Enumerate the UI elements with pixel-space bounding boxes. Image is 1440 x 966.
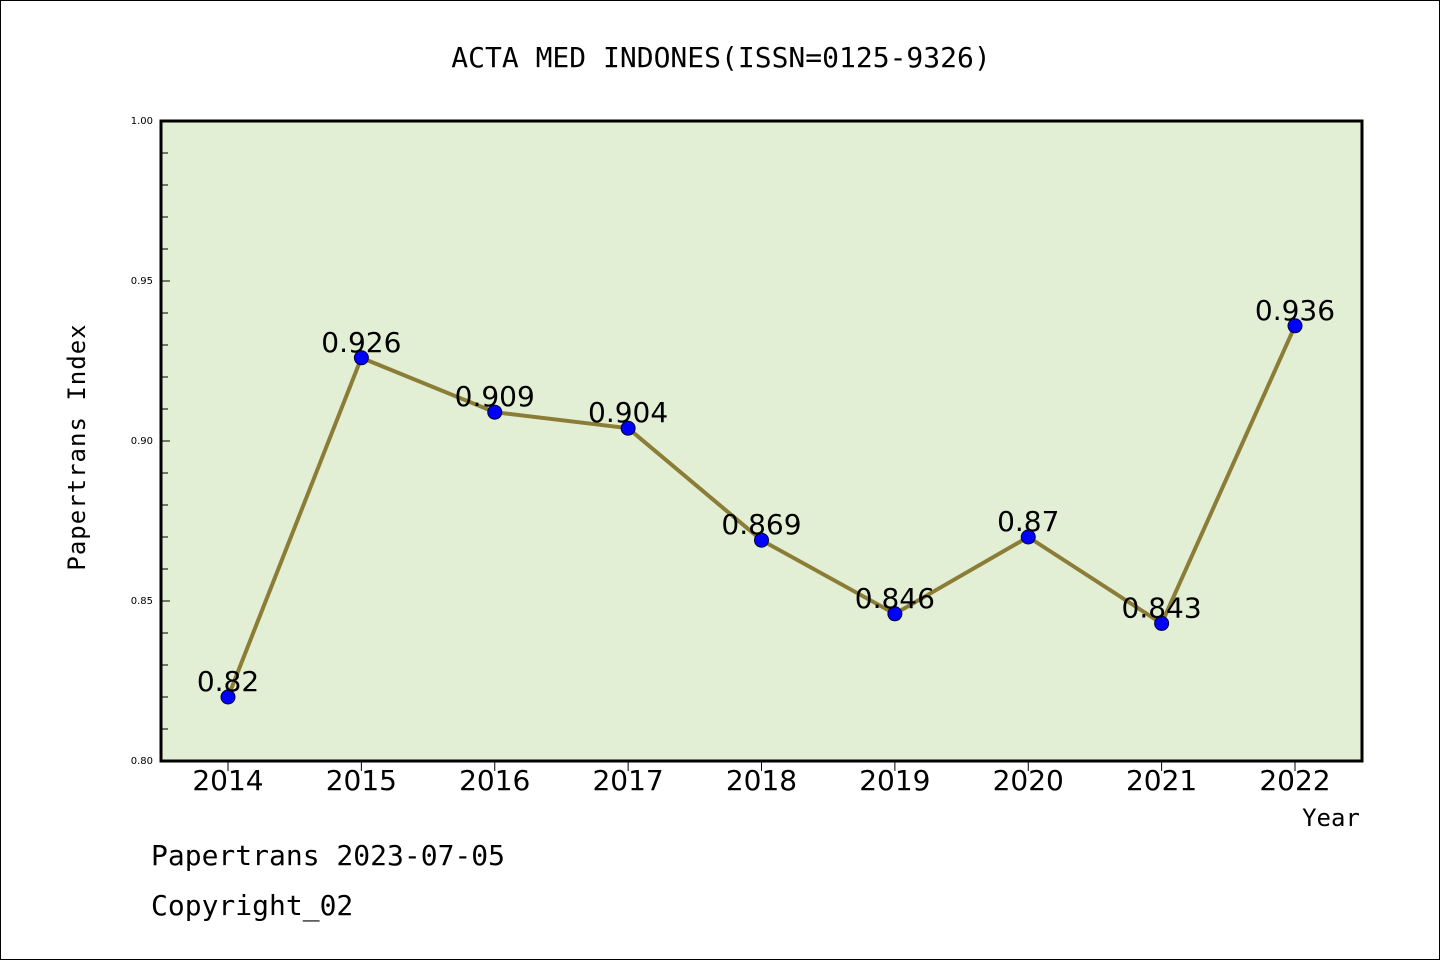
x-tick-label: 2016 xyxy=(459,764,530,797)
data-point xyxy=(1020,529,1036,545)
data-label: 0.87 xyxy=(997,505,1059,538)
y-tick-label: 0.80 xyxy=(131,756,153,767)
y-axis: 0.80 0.85 0.90 0.95 1.00 xyxy=(131,116,170,767)
x-axis: 2014 2015 2016 2017 2018 2019 2020 2021 2022 xyxy=(192,761,1331,797)
footer-copyright: Copyright_02 xyxy=(151,889,353,923)
footer-date: Papertrans 2023-07-05 xyxy=(151,839,505,872)
chart-title: ACTA MED INDONES(ISSN=0125-9326) xyxy=(451,41,990,74)
data-point xyxy=(220,689,236,705)
x-tick-label: 2022 xyxy=(1259,764,1330,797)
data-point xyxy=(353,350,369,366)
x-tick-label: 2015 xyxy=(326,764,397,797)
data-label: 0.82 xyxy=(197,665,259,698)
data-label: 0.869 xyxy=(721,508,801,541)
y-tick-label: 0.90 xyxy=(131,436,153,447)
data-point xyxy=(887,606,903,622)
x-tick-label: 2017 xyxy=(592,764,663,797)
data-points xyxy=(220,318,1303,705)
y-tick-label: 0.95 xyxy=(131,276,153,287)
data-label: 0.926 xyxy=(321,326,401,359)
data-label: 0.846 xyxy=(855,582,935,615)
x-tick-label: 2021 xyxy=(1126,764,1197,797)
data-point xyxy=(1154,615,1170,631)
y-tick-label: 0.85 xyxy=(131,596,153,607)
plot-area xyxy=(159,119,1364,763)
x-tick-label: 2019 xyxy=(859,764,930,797)
data-label: 0.843 xyxy=(1122,591,1202,624)
data-point xyxy=(487,404,503,420)
data-point xyxy=(620,420,636,436)
x-tick-label: 2014 xyxy=(192,764,263,797)
y-tick-label: 1.00 xyxy=(131,116,153,127)
data-label: 0.904 xyxy=(588,396,668,429)
data-label: 0.909 xyxy=(455,380,535,413)
x-axis-label: Year xyxy=(1302,804,1360,832)
data-label: 0.936 xyxy=(1255,294,1335,327)
data-point xyxy=(754,532,769,548)
y-axis-label: Papertrans Index xyxy=(63,323,91,570)
data-labels: 0.82 0.926 0.909 0.904 0.869 0.846 0.87 0.843 0.… xyxy=(197,294,1335,698)
data-point xyxy=(1287,318,1303,334)
x-tick-label: 2018 xyxy=(726,764,797,797)
x-tick-label: 2020 xyxy=(993,764,1064,797)
